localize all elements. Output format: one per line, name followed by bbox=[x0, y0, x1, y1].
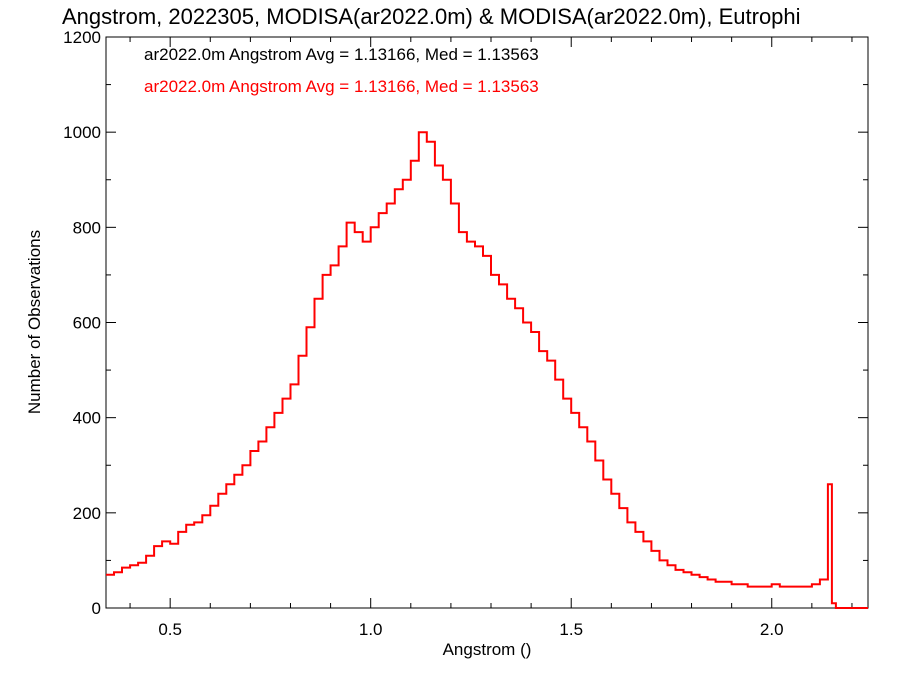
x-axis: 0.5 1.0 1.5 2.0 bbox=[129, 37, 853, 639]
y-tick-label: 600 bbox=[73, 314, 101, 333]
y-tick-label: 0 bbox=[92, 599, 101, 618]
y-tick-label: 400 bbox=[73, 409, 101, 428]
chart-title: Angstrom, 2022305, MODISA(ar2022.0m) & M… bbox=[62, 4, 801, 29]
x-axis-label: Angstrom () bbox=[443, 640, 532, 659]
y-tick-label: 800 bbox=[73, 218, 101, 237]
y-tick-label: 1200 bbox=[63, 28, 101, 47]
x-tick-label: 2.0 bbox=[760, 620, 784, 639]
y-tick-label: 200 bbox=[73, 504, 101, 523]
y-axis-label: Number of Observations bbox=[25, 230, 44, 414]
x-tick-label: 1.0 bbox=[359, 620, 383, 639]
plot-frame bbox=[105, 36, 869, 609]
y-axis: 0 200 400 600 800 1000 1200 bbox=[63, 28, 868, 618]
plot-area bbox=[105, 36, 869, 609]
histogram-series-line bbox=[106, 131, 868, 609]
legend-entry-red: ar2022.0m Angstrom Avg = 1.13166, Med = … bbox=[144, 77, 539, 96]
x-tick-label: 0.5 bbox=[158, 620, 182, 639]
legend-entry-black: ar2022.0m Angstrom Avg = 1.13166, Med = … bbox=[144, 45, 539, 64]
x-tick-label: 1.5 bbox=[559, 620, 583, 639]
y-tick-label: 1000 bbox=[63, 123, 101, 142]
